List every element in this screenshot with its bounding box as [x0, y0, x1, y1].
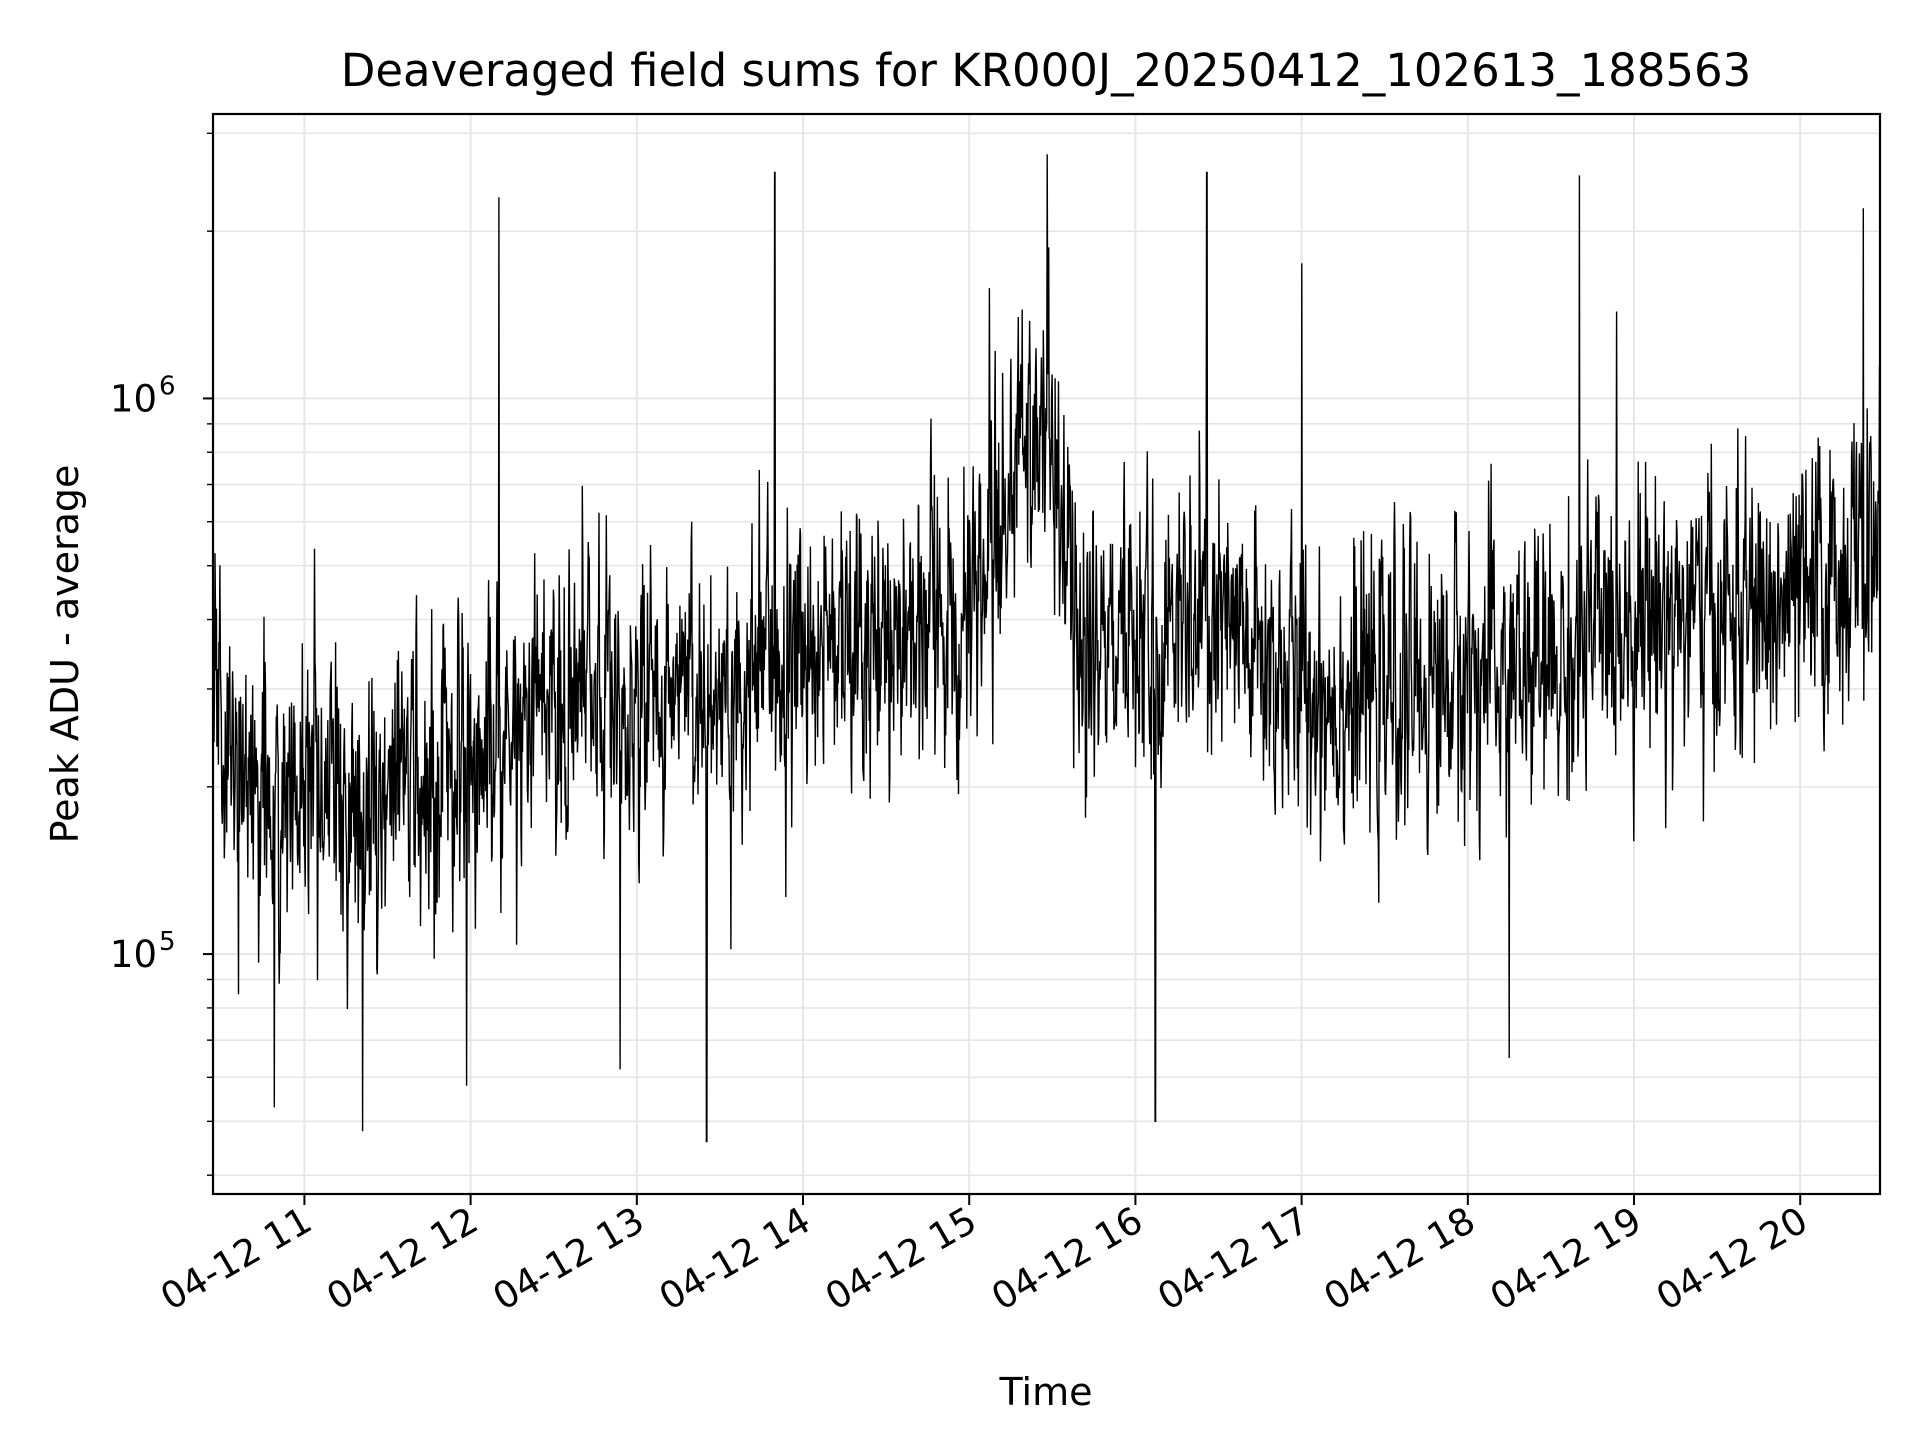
y-tick-exponent: 6	[159, 371, 176, 401]
y-axis-label: Peak ADU - average	[43, 465, 87, 844]
x-axis-label: Time	[999, 1370, 1093, 1414]
y-tick-base: 10	[110, 933, 157, 976]
series-line	[213, 154, 1880, 1143]
y-tick-label: 10	[110, 933, 157, 976]
y-tick-base: 10	[110, 377, 157, 420]
plot-frame	[211, 112, 1882, 1196]
y-tick-exponent: 5	[159, 927, 176, 957]
chart-title: Deaveraged field sums for KR000J_2025041…	[341, 44, 1752, 97]
y-tick-label: 10	[110, 377, 157, 420]
data-area	[213, 154, 1880, 1143]
